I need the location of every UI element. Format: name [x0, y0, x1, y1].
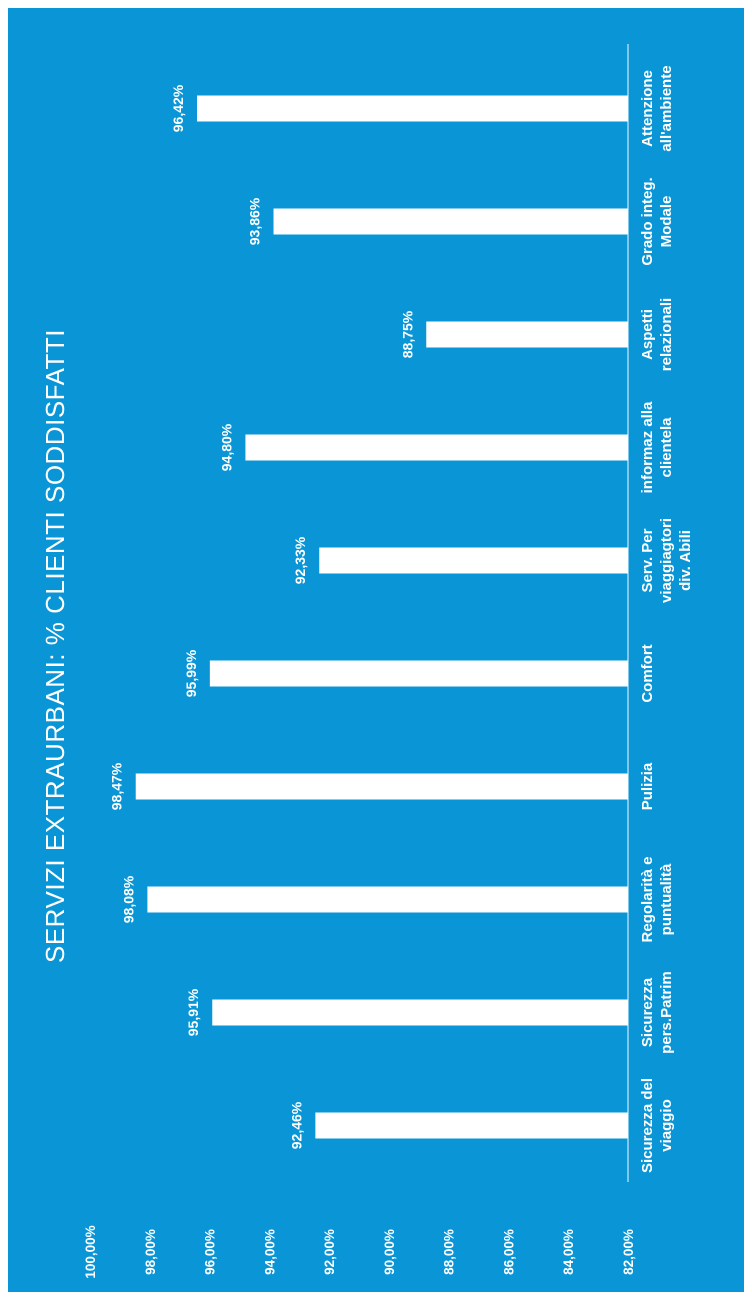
bar-value-label: 95,91% [185, 988, 201, 1036]
bar [212, 999, 629, 1026]
y-tick-label: 88,00% [442, 1229, 457, 1275]
x-category-label: informaz alla clientela [639, 401, 675, 493]
bar [315, 1112, 628, 1139]
bar-value-label: 92,46% [288, 1101, 304, 1149]
x-category-label: Regolarità e puntualità [639, 857, 675, 943]
bar [147, 886, 629, 913]
x-category-label: Grado integ. Modale [639, 177, 675, 265]
bar [273, 208, 628, 235]
y-tick-label: 92,00% [322, 1229, 337, 1275]
chart-plot-group: SERVIZI EXTRAURBANI: % CLIENTI SODDISFAT… [40, 44, 694, 1279]
bar-value-label: 92,33% [292, 536, 308, 584]
y-tick-label: 98,00% [143, 1229, 158, 1275]
x-category-label: Aspetti relazionali [639, 298, 675, 371]
bar [135, 773, 628, 800]
bar-value-label: 98,08% [120, 875, 136, 923]
chart-frame: SERVIZI EXTRAURBANI: % CLIENTI SODDISFAT… [8, 8, 744, 1292]
bar-value-label: 88,75% [399, 310, 415, 358]
x-category-label: Sicurezza del viaggio [639, 1078, 675, 1173]
bar [245, 434, 629, 461]
x-category-label: Serv. Per viaggiagtori div. Abili [639, 518, 694, 603]
x-category-label: Attenzione all'ambiente [639, 65, 675, 151]
y-tick-label: 86,00% [501, 1229, 516, 1275]
bar [197, 95, 628, 122]
bar [209, 660, 629, 687]
chart-title: SERVIZI EXTRAURBANI: % CLIENTI SODDISFAT… [40, 329, 70, 963]
bar-value-label: 94,80% [218, 423, 234, 471]
bar [319, 547, 628, 574]
y-tick-label: 100,00% [83, 1225, 98, 1278]
x-category-label: Comfort [639, 644, 656, 702]
x-category-label: Pulizia [639, 762, 656, 810]
bar-value-label: 93,86% [247, 197, 263, 245]
x-category-label: Sicurezza pers.Patrim [639, 971, 675, 1054]
y-tick-label: 84,00% [561, 1229, 576, 1275]
y-tick-label: 94,00% [262, 1229, 277, 1275]
bar-value-label: 98,47% [109, 762, 125, 810]
y-tick-label: 90,00% [382, 1229, 397, 1275]
bar-chart: SERVIZI EXTRAURBANI: % CLIENTI SODDISFAT… [40, 44, 694, 1279]
y-tick-label: 82,00% [621, 1229, 636, 1275]
bar-value-label: 96,42% [170, 84, 186, 132]
bar-value-label: 95,99% [183, 649, 199, 697]
y-tick-label: 96,00% [203, 1229, 218, 1275]
bar [426, 321, 628, 348]
